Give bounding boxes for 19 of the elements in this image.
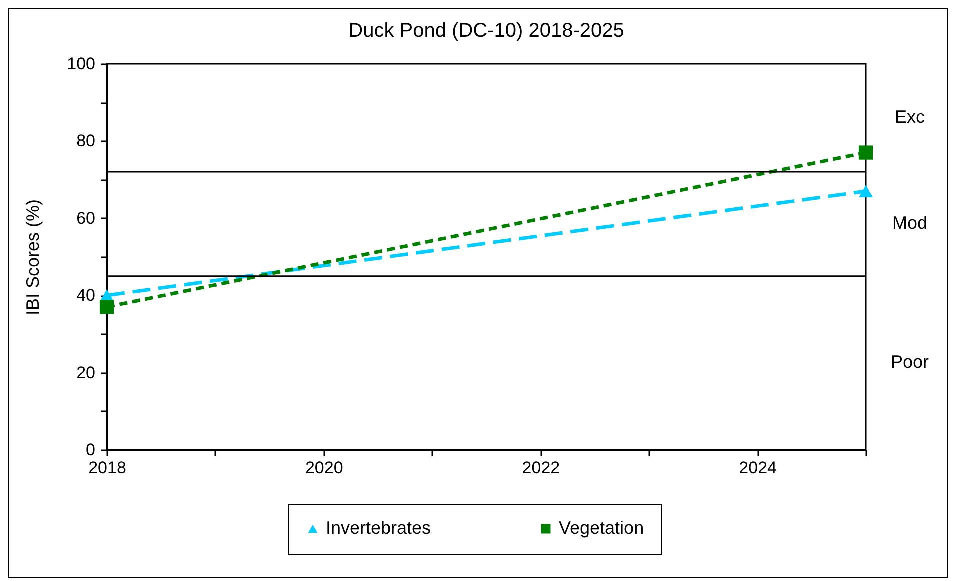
text: Exc — [894, 107, 926, 128]
y-tick-label: 0 — [86, 440, 96, 460]
x-tick-label: 2018 — [88, 458, 126, 478]
y-tick-label: 80 — [76, 132, 96, 151]
x-tick-label: 2022 — [522, 458, 560, 478]
text: Mod — [892, 213, 928, 234]
y-tick-label: 60 — [76, 208, 96, 228]
text: Poor — [890, 352, 930, 372]
point — [858, 146, 874, 160]
legend-label: Vegetation — [559, 518, 644, 538]
y-axis-title: IBI Scores (%) — [23, 199, 44, 316]
legend-label: Invertebrates — [326, 518, 432, 538]
x-tick-label: 2020 — [305, 458, 344, 478]
x-tick-label: 2024 — [739, 458, 777, 478]
chart-title: Duck Pond (DC-10) 2018-2025 — [348, 20, 624, 42]
y-tick-label: 100 — [67, 54, 96, 74]
point — [100, 300, 114, 314]
y-tick-label: 20 — [76, 363, 96, 382]
y-tick-label: 40 — [76, 286, 96, 306]
